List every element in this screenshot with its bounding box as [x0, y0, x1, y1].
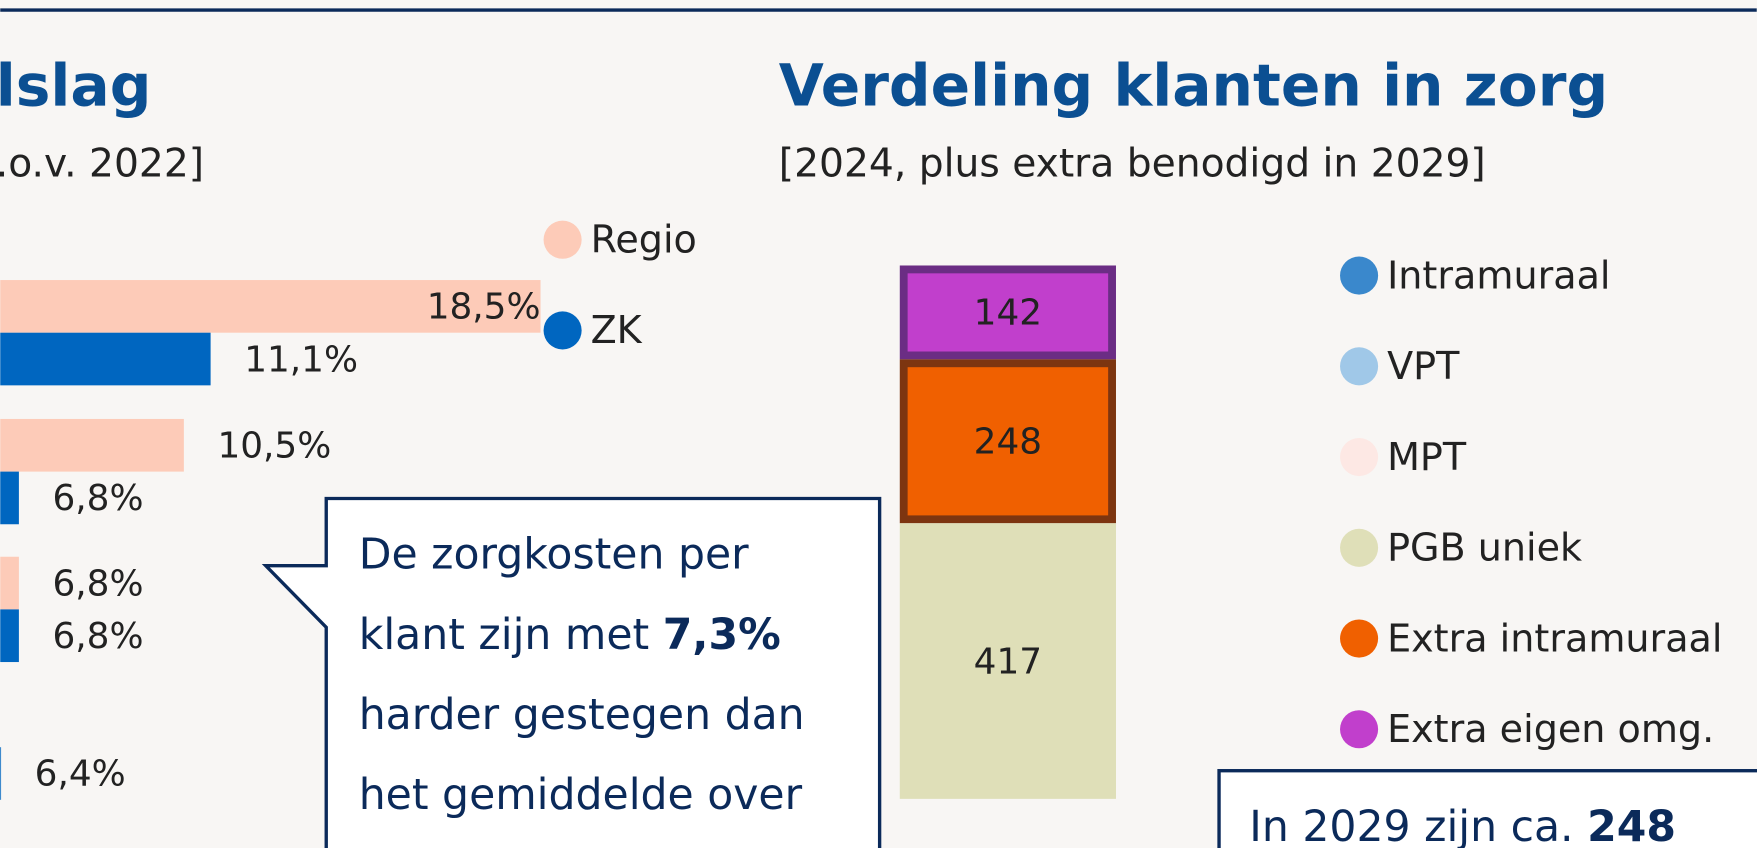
data-label: 6,8%	[53, 478, 144, 519]
callout-segment: 7,3%	[663, 609, 781, 659]
data-label: 18,5%	[427, 287, 541, 328]
callout-text: harder gestegen dan	[359, 689, 805, 739]
chart-subtitle: .o.v. 2022]	[0, 141, 204, 186]
legend-marker	[543, 220, 582, 259]
callout-box	[261, 496, 882, 848]
chart-title: Verdeling klanten in zorg	[779, 52, 1608, 120]
bar	[0, 471, 19, 525]
legend-marker	[1340, 347, 1379, 386]
legend-label: Extra eigen omg.	[1387, 707, 1714, 751]
callout-segment: het gemiddelde over	[359, 770, 803, 820]
legend-label: ZK	[591, 308, 643, 352]
data-label: 248	[974, 422, 1042, 463]
legend-label: VPT	[1387, 344, 1460, 388]
legend-label: Regio	[591, 217, 697, 261]
callout-text: De zorgkosten per	[359, 529, 749, 579]
data-label: 417	[974, 641, 1042, 682]
legend-marker	[1340, 619, 1379, 658]
callout-segment: harder gestegen dan	[359, 689, 805, 739]
bar	[0, 609, 19, 663]
callout-segment: De zorgkosten per	[359, 529, 749, 579]
bar	[0, 418, 184, 472]
legend-marker	[543, 311, 582, 350]
bar-segment	[899, 265, 1116, 360]
legend-marker	[1340, 710, 1379, 749]
legend-marker	[1340, 438, 1379, 477]
legend-label: Extra intramuraal	[1387, 616, 1722, 660]
data-label: 6,4%	[35, 754, 126, 795]
callout-segment: In 2029 zijn ca.	[1249, 801, 1587, 848]
legend-marker	[1340, 256, 1379, 295]
data-label: 11,1%	[244, 339, 358, 380]
callout-text: In 2029 zijn ca. 248	[1249, 801, 1676, 848]
bar	[0, 280, 541, 333]
legend-label: MPT	[1387, 435, 1467, 479]
chart-subtitle: [2024, plus extra benodigd in 2029]	[779, 141, 1486, 186]
data-label: 10,5%	[217, 426, 331, 467]
bar-segment	[899, 523, 1116, 799]
callout-box	[1217, 769, 1757, 848]
callout-segment: klant zijn met	[359, 609, 663, 659]
legend-marker	[1340, 528, 1379, 567]
data-label: 6,8%	[53, 563, 144, 604]
chart-title: lslag	[0, 52, 151, 120]
bar	[0, 747, 2, 800]
callout-text: het gemiddelde over	[359, 770, 803, 820]
bar	[0, 556, 19, 610]
bar	[0, 332, 211, 386]
data-label: 6,8%	[53, 616, 144, 657]
callout-segment: 248	[1587, 801, 1676, 848]
bar-segment	[899, 359, 1116, 524]
legend-label: PGB uniek	[1387, 526, 1582, 570]
legend-label: Intramuraal	[1387, 253, 1610, 297]
callout-text: klant zijn met 7,3%	[359, 609, 781, 659]
data-label: 142	[974, 293, 1042, 334]
